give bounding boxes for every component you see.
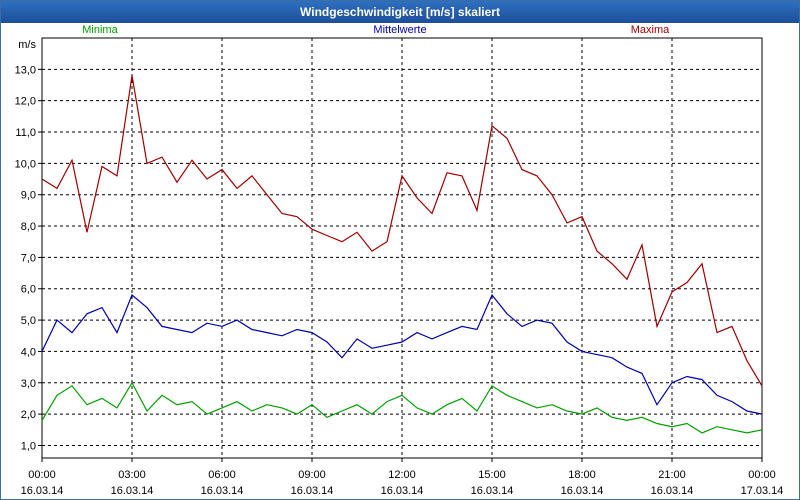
x-tick-time: 09:00: [298, 469, 326, 481]
window-title: Windgeschwindigkeit [m/s] skaliert: [1, 1, 799, 23]
y-axis-label: m/s: [18, 39, 36, 51]
x-tick-date: 16.03.14: [561, 485, 604, 497]
y-tick-label: 6,0: [21, 284, 36, 296]
y-tick-label: 8,0: [21, 221, 36, 233]
y-tick-label: 12,0: [15, 96, 36, 108]
series-line-mittelwerte: [41, 293, 763, 415]
y-tick-label: 3,0: [21, 378, 36, 390]
y-tick-label: 7,0: [21, 252, 36, 264]
x-tick-date: 16.03.14: [291, 485, 334, 497]
x-tick-date: 16.03.14: [381, 485, 424, 497]
y-tick-label: 13,0: [15, 64, 36, 76]
x-tick-date: 16.03.14: [651, 485, 694, 497]
x-tick-date: 16.03.14: [471, 485, 514, 497]
x-tick-date: 16.03.14: [21, 485, 64, 497]
x-tick-time: 21:00: [658, 469, 686, 481]
y-tick-label: 10,0: [15, 158, 36, 170]
x-tick-date: 16.03.14: [201, 485, 244, 497]
series-line-minima: [41, 381, 763, 434]
x-tick-time: 18:00: [568, 469, 596, 481]
x-tick-time: 12:00: [388, 469, 416, 481]
y-tick-label: 2,0: [21, 409, 36, 421]
x-tick-time: 15:00: [478, 469, 506, 481]
legend-minima: Minima: [82, 24, 118, 36]
x-tick-time: 00:00: [748, 469, 776, 481]
series-line-maxima: [41, 75, 763, 387]
x-tick-date: 16.03.14: [111, 485, 154, 497]
x-tick-time: 06:00: [208, 469, 236, 481]
x-tick-time: 03:00: [118, 469, 146, 481]
y-tick-label: 9,0: [21, 190, 36, 202]
x-tick-date: 17.03.14: [741, 485, 784, 497]
y-tick-label: 1,0: [21, 440, 36, 452]
y-tick-label: 4,0: [21, 346, 36, 358]
legend-maxima: Maxima: [631, 24, 670, 36]
legend-mittelwerte: Mittelwerte: [373, 24, 426, 36]
y-tick-label: 5,0: [21, 315, 36, 327]
x-tick-time: 00:00: [28, 469, 56, 481]
y-tick-label: 11,0: [15, 127, 36, 139]
